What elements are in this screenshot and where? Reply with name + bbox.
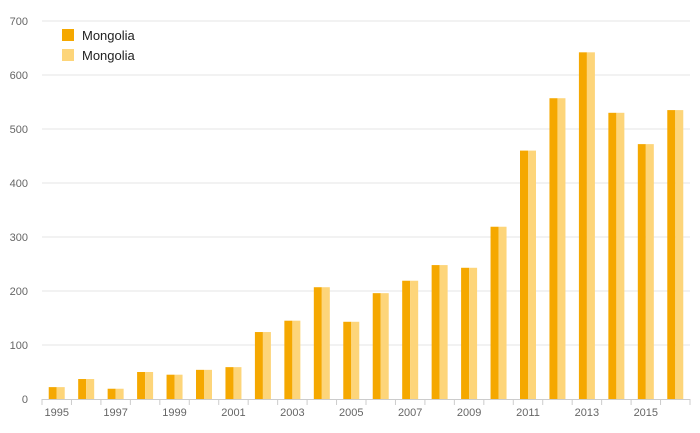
bar-series-2-2000[interactable] (204, 369, 212, 399)
bar-series-2-2012[interactable] (557, 98, 566, 399)
legend-label-series-2: Mongolia (82, 47, 135, 63)
bars (48, 52, 684, 400)
bar-series-2-2001[interactable] (233, 367, 242, 399)
x-tick-label: 1997 (103, 407, 127, 419)
y-tick-label: 400 (10, 178, 28, 190)
bar-series-2-2002[interactable] (262, 332, 271, 399)
x-tick-label: 2013 (575, 407, 599, 419)
bar-series-1-2003[interactable] (284, 320, 293, 399)
legend-swatch-series-1 (62, 29, 74, 41)
bar-series-1-2009[interactable] (461, 267, 470, 399)
y-axis-ticks: 0 100 200 300 400 500 600 700 (10, 16, 28, 406)
bar-series-2-2016[interactable] (675, 110, 684, 399)
x-tick-label: 2007 (398, 407, 422, 419)
bar-series-2-2013[interactable] (586, 52, 595, 399)
x-tick-label: 1995 (44, 407, 68, 419)
bar-series-1-2007[interactable] (402, 280, 411, 399)
bar-series-2-2006[interactable] (380, 293, 389, 399)
bar-series-1-1999[interactable] (166, 374, 175, 399)
bar-series-2-2010[interactable] (498, 226, 507, 399)
bar-series-2-2011[interactable] (528, 150, 536, 399)
legend-item-series-1[interactable]: Mongolia (62, 27, 135, 43)
bar-series-2-2005[interactable] (351, 321, 360, 399)
bar-series-2-2009[interactable] (469, 267, 478, 399)
bar-series-2-2007[interactable] (410, 280, 419, 399)
y-tick-label: 300 (10, 232, 28, 244)
y-tick-label: 100 (10, 340, 28, 352)
bar-series-2-2015[interactable] (645, 144, 654, 399)
bar-series-1-1995[interactable] (48, 387, 57, 399)
bar-series-2-1996[interactable] (86, 379, 95, 399)
bar-series-2-1999[interactable] (174, 374, 183, 399)
y-tick-label: 500 (10, 124, 28, 136)
bar-series-1-2010[interactable] (490, 226, 499, 399)
y-tick-label: 0 (22, 394, 28, 406)
bar-series-2-2014[interactable] (616, 112, 625, 400)
bar-series-1-1996[interactable] (78, 379, 87, 399)
bar-series-1-2012[interactable] (549, 98, 558, 399)
x-tick-label: 2003 (280, 407, 304, 419)
x-axis-ticks: 1995 1997 1999 2001 2003 2005 2007 2009 2011 2013… (41, 399, 691, 419)
bar-series-1-2014[interactable] (608, 112, 617, 400)
x-tick-label: 2011 (516, 407, 540, 419)
x-tick-label: 2005 (339, 407, 363, 419)
bar-series-1-2011[interactable] (520, 150, 528, 399)
bar-series-1-2004[interactable] (313, 287, 322, 399)
bar-series-1-2008[interactable] (431, 265, 440, 399)
bar-series-1-2002[interactable] (254, 332, 263, 399)
bar-series-1-2001[interactable] (225, 367, 234, 399)
y-tick-label: 200 (10, 286, 28, 298)
bar-series-1-1998[interactable] (137, 372, 146, 399)
bar-series-1-1997[interactable] (107, 388, 116, 399)
bar-series-1-2005[interactable] (343, 321, 352, 399)
y-tick-label: 600 (10, 70, 28, 82)
bar-series-2-1998[interactable] (145, 372, 154, 399)
bar-series-1-2016[interactable] (667, 110, 676, 399)
legend-item-series-2[interactable]: Mongolia (62, 47, 135, 63)
x-tick-label: 2009 (457, 407, 481, 419)
x-tick-label: 2001 (221, 407, 245, 419)
bar-series-1-2015[interactable] (637, 144, 646, 399)
bar-series-2-2003[interactable] (292, 320, 301, 399)
bar-series-1-2000[interactable] (196, 369, 204, 399)
gridlines (42, 20, 690, 346)
x-tick-label: 2015 (634, 407, 658, 419)
x-tick-label: 1999 (162, 407, 186, 419)
y-tick-label: 700 (10, 16, 28, 28)
bar-series-1-2013[interactable] (578, 52, 587, 399)
legend-swatch-series-2 (62, 49, 74, 61)
bar-series-2-2004[interactable] (321, 287, 330, 399)
legend-label-series-1: Mongolia (82, 27, 135, 43)
legend: Mongolia Mongolia (62, 27, 135, 63)
bar-series-2-1997[interactable] (115, 388, 124, 399)
bar-series-1-2006[interactable] (372, 293, 381, 399)
bar-series-2-2008[interactable] (439, 265, 448, 399)
bar-series-2-1995[interactable] (56, 387, 65, 399)
